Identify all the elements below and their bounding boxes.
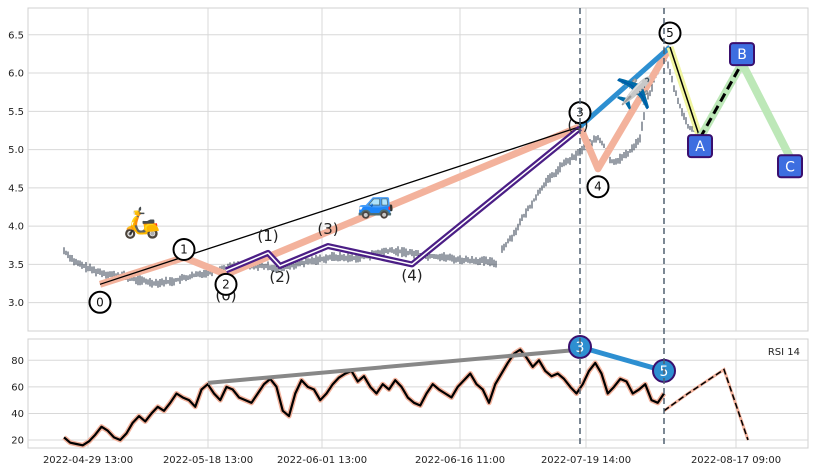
subwave-label: (4) xyxy=(401,266,422,284)
wave-marker-label: C xyxy=(785,159,795,175)
wave-3-5-line xyxy=(578,45,672,129)
subwave-label: (2) xyxy=(269,268,290,286)
wave-marker-circle xyxy=(214,272,238,296)
x-tick-label: 2022-07-19 14:00 xyxy=(541,455,631,466)
x-tick-label: 2022-08-17 09:00 xyxy=(691,455,781,466)
price-y-tick-label: 4.5 xyxy=(8,183,24,194)
price-y-tick-label: 5.5 xyxy=(8,107,24,118)
rsi-title: RSI 14 xyxy=(768,347,800,358)
wave-3-5-highlight xyxy=(576,45,674,173)
rsi-panel xyxy=(27,338,809,449)
wave-marker-label: 5 xyxy=(666,26,674,40)
x-tick-label: 2022-06-16 11:00 xyxy=(415,455,505,466)
wave-marker-box xyxy=(687,134,713,159)
wave-marker-label: 4 xyxy=(594,180,602,194)
rsi-wave-marker xyxy=(568,334,592,359)
projection-green-dashed xyxy=(698,62,744,139)
wave-marker-label: 1 xyxy=(180,243,188,257)
wave-marker-box xyxy=(729,42,755,67)
price-y-tick-label: 3.5 xyxy=(8,260,24,271)
wave-marker-label: 0 xyxy=(96,295,104,309)
wave-marker-circle xyxy=(586,175,610,199)
price-y-tick-label: 6.5 xyxy=(8,30,24,41)
rsi-projection xyxy=(663,368,749,441)
price-y-tick-label: 3.0 xyxy=(8,298,24,309)
emoji-marker: 🛵 xyxy=(123,205,160,240)
rsi-wave-3-5-line xyxy=(579,344,665,374)
x-tick-label: 2022-04-29 13:00 xyxy=(43,455,133,466)
rsi-y-ticks: 20 40 60 80 xyxy=(11,356,24,447)
projection-green-tail xyxy=(738,61,794,160)
projection-yellow-core xyxy=(669,46,701,139)
price-y-tick-label: 5.0 xyxy=(8,145,24,156)
x-tick-label: 2022-05-18 13:00 xyxy=(163,455,253,466)
wave-marker-circle xyxy=(172,238,196,262)
x-tick-labels: 2022-04-29 13:00 2022-05-18 13:00 2022-06-… xyxy=(43,455,781,466)
rsi-line xyxy=(63,348,665,447)
wave-marker-label: 2 xyxy=(222,277,230,291)
subwave-label: (1) xyxy=(257,227,278,245)
price-overlays: (0)(1)(2)(3)(4)(5)012345ABC🛵🚙✈️ xyxy=(88,21,803,314)
subwave-core xyxy=(225,127,581,272)
rsi-y-tick-label: 80 xyxy=(11,356,24,367)
wave-marker-label: B xyxy=(737,47,747,63)
rsi-y-tick-label: 60 xyxy=(11,382,24,393)
price-y-ticks: 3.0 3.5 4.0 4.5 5.0 5.5 6.0 6.5 xyxy=(8,30,24,309)
emoji-marker: 🚙 xyxy=(357,185,394,220)
x-tick-label: 2022-06-01 13:00 xyxy=(277,455,367,466)
price-y-tick-label: 6.0 xyxy=(8,69,24,80)
wave-marker-label: A xyxy=(695,139,705,155)
rsi-y-tick-label: 20 xyxy=(11,436,24,447)
rsi-grid xyxy=(28,339,808,448)
emoji-marker: ✈️ xyxy=(615,75,652,112)
vertical-markers xyxy=(579,8,665,448)
subwave-label: (3) xyxy=(317,220,338,238)
rsi-wave-marker-label: 3 xyxy=(576,340,585,356)
rsi-y-tick-label: 40 xyxy=(11,409,24,420)
wave-marker-box xyxy=(777,154,803,179)
price-y-tick-label: 4.0 xyxy=(8,222,24,233)
rsi-divergence-line xyxy=(207,347,581,385)
wave-marker-circle xyxy=(88,290,112,314)
